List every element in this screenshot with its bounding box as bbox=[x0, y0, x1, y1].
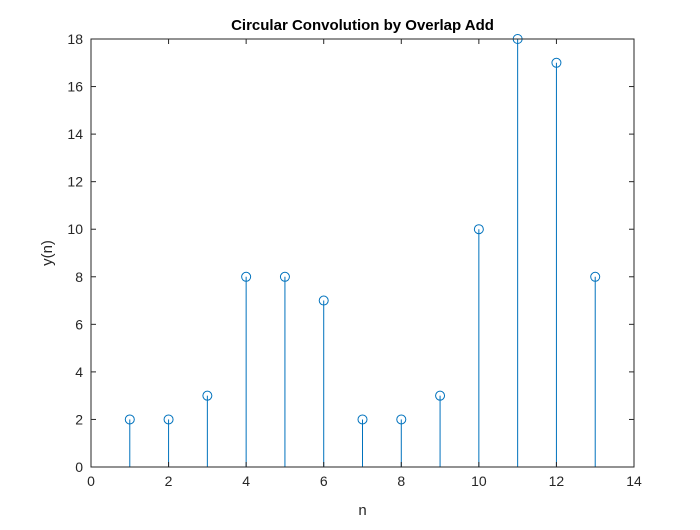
y-tick-label: 12 bbox=[67, 174, 83, 190]
y-tick-label: 18 bbox=[67, 31, 83, 47]
axes-frame bbox=[90, 38, 635, 468]
x-tick-label: 4 bbox=[242, 473, 250, 489]
y-axis-ticks: 0 2 4 6 8 10 12 14 16 18 bbox=[67, 31, 634, 475]
y-tick-label: 10 bbox=[67, 221, 83, 237]
stem-marker bbox=[590, 271, 601, 282]
x-tick-label: 0 bbox=[87, 473, 95, 489]
stem-marker bbox=[124, 414, 135, 425]
stem-marker bbox=[279, 271, 290, 282]
y-tick-label: 4 bbox=[75, 364, 83, 380]
x-tick-label: 14 bbox=[626, 473, 642, 489]
stem-marker bbox=[473, 224, 484, 235]
x-axis-ticks: 0 2 4 6 8 10 12 14 bbox=[87, 39, 642, 489]
y-tick-label: 6 bbox=[75, 316, 83, 332]
y-tick-label: 8 bbox=[75, 269, 83, 285]
stems-layer bbox=[124, 34, 601, 467]
y-tick-label: 16 bbox=[67, 79, 83, 95]
plot-area bbox=[91, 39, 634, 467]
y-tick-label: 0 bbox=[75, 459, 83, 475]
stem-marker bbox=[241, 271, 252, 282]
x-tick-label: 2 bbox=[165, 473, 173, 489]
x-tick-label: 6 bbox=[320, 473, 328, 489]
x-tick-label: 8 bbox=[397, 473, 405, 489]
stem-marker bbox=[318, 295, 329, 306]
x-tick-label: 10 bbox=[471, 473, 487, 489]
stem-marker bbox=[396, 414, 407, 425]
stem-marker bbox=[163, 414, 174, 425]
chart-title: Circular Convolution by Overlap Add bbox=[231, 17, 494, 34]
stem-marker bbox=[435, 390, 446, 401]
y-axis-label: y(n) bbox=[39, 240, 56, 266]
y-tick-label: 2 bbox=[75, 411, 83, 427]
stem-marker bbox=[357, 414, 368, 425]
axes-box bbox=[90, 38, 635, 468]
stem-marker bbox=[202, 390, 213, 401]
x-tick-label: 12 bbox=[549, 473, 565, 489]
stem-marker bbox=[551, 57, 562, 68]
y-tick-label: 14 bbox=[67, 126, 83, 142]
x-axis-label: n bbox=[358, 502, 366, 519]
